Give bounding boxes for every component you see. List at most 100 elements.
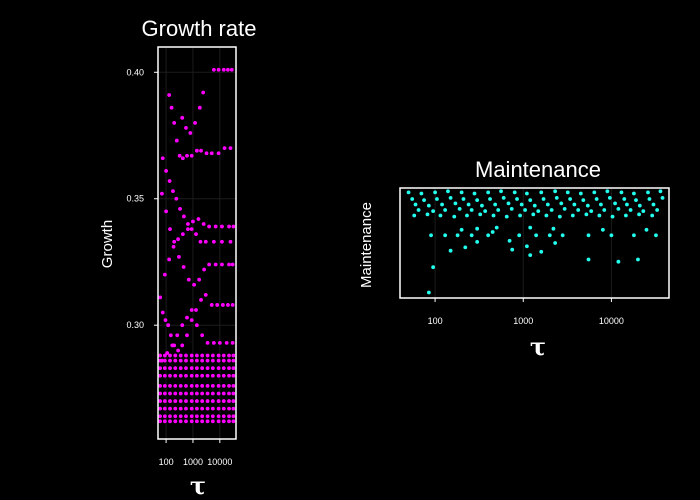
data-point xyxy=(646,190,650,195)
data-point xyxy=(210,419,215,424)
data-point xyxy=(211,67,216,72)
data-point xyxy=(622,197,627,201)
y-tick-label: 0.40 xyxy=(126,67,144,77)
data-point xyxy=(616,207,621,211)
data-point xyxy=(475,240,480,244)
data-point xyxy=(231,419,236,424)
data-point xyxy=(549,208,554,212)
data-point xyxy=(160,191,164,196)
data-point xyxy=(426,290,431,295)
data-point xyxy=(200,383,205,388)
data-point xyxy=(168,406,172,411)
data-point xyxy=(184,353,188,358)
data-point xyxy=(226,303,230,307)
data-point xyxy=(602,208,607,212)
data-point xyxy=(184,366,188,371)
data-point xyxy=(210,399,215,403)
data-point xyxy=(221,406,226,411)
growth-plot-frame xyxy=(157,46,237,440)
data-point xyxy=(220,303,225,307)
data-point xyxy=(184,419,188,424)
data-point xyxy=(632,191,636,196)
data-point xyxy=(585,203,590,208)
data-point xyxy=(162,383,167,388)
data-point xyxy=(191,219,195,224)
data-point xyxy=(160,310,165,315)
data-point xyxy=(568,197,573,201)
growth-points xyxy=(158,67,236,424)
data-point xyxy=(162,391,167,396)
data-point xyxy=(160,156,165,161)
data-point xyxy=(565,190,570,195)
data-point xyxy=(205,406,210,411)
data-point xyxy=(410,197,415,201)
data-point xyxy=(158,295,163,300)
data-point xyxy=(167,257,172,262)
data-point xyxy=(176,348,181,353)
data-point xyxy=(215,303,220,307)
data-point xyxy=(194,383,199,388)
data-point xyxy=(205,399,210,403)
data-point xyxy=(197,105,202,110)
data-point xyxy=(184,391,188,396)
x-tick-label: 10000 xyxy=(599,316,624,326)
data-point xyxy=(435,197,439,201)
growth-gridlines xyxy=(158,47,236,439)
data-point xyxy=(200,333,205,338)
data-point xyxy=(453,201,458,206)
data-point xyxy=(189,373,194,378)
data-point xyxy=(519,202,524,207)
data-point xyxy=(210,358,215,363)
data-point xyxy=(194,148,199,153)
data-point xyxy=(196,217,201,221)
data-point xyxy=(210,391,215,396)
data-point xyxy=(205,383,210,388)
data-point xyxy=(210,373,215,378)
data-point xyxy=(185,333,189,338)
data-point xyxy=(594,197,599,201)
data-point xyxy=(194,308,198,312)
data-point xyxy=(429,233,433,238)
data-point xyxy=(211,340,216,345)
data-point xyxy=(205,373,210,378)
data-point xyxy=(507,238,512,243)
data-point xyxy=(229,67,234,72)
data-point xyxy=(660,196,665,200)
data-point xyxy=(168,419,172,424)
data-point xyxy=(167,179,172,183)
data-point xyxy=(210,366,215,371)
data-point xyxy=(431,209,436,214)
data-point xyxy=(216,399,221,403)
data-point xyxy=(231,383,236,388)
growth-chart: 0.30 0.35 0.40 100 1000 10000 Growth rate Gr… xyxy=(99,16,256,500)
data-point xyxy=(570,213,575,218)
data-point xyxy=(227,391,231,396)
data-point xyxy=(162,406,167,411)
data-point xyxy=(469,208,474,212)
data-point xyxy=(227,419,231,424)
data-point xyxy=(180,156,185,161)
data-point xyxy=(178,353,183,358)
data-point xyxy=(186,222,190,226)
growth-y-ticks: 0.30 0.35 0.40 xyxy=(126,67,158,330)
data-point xyxy=(205,340,210,345)
data-point xyxy=(192,282,196,287)
data-point xyxy=(180,343,185,348)
growth-x-ticks: 100 1000 10000 xyxy=(159,439,232,467)
data-point xyxy=(168,383,172,388)
data-point xyxy=(222,146,227,151)
data-point xyxy=(200,353,205,358)
data-point xyxy=(559,201,564,206)
data-point xyxy=(184,399,188,403)
data-point xyxy=(173,399,178,403)
data-point xyxy=(230,262,235,267)
data-point xyxy=(227,373,231,378)
data-point xyxy=(205,358,210,363)
data-point xyxy=(486,190,491,195)
data-point xyxy=(168,366,172,371)
data-point xyxy=(461,197,466,201)
data-point xyxy=(200,414,205,419)
data-point xyxy=(221,358,226,363)
data-point xyxy=(501,196,506,200)
data-point xyxy=(551,226,556,231)
